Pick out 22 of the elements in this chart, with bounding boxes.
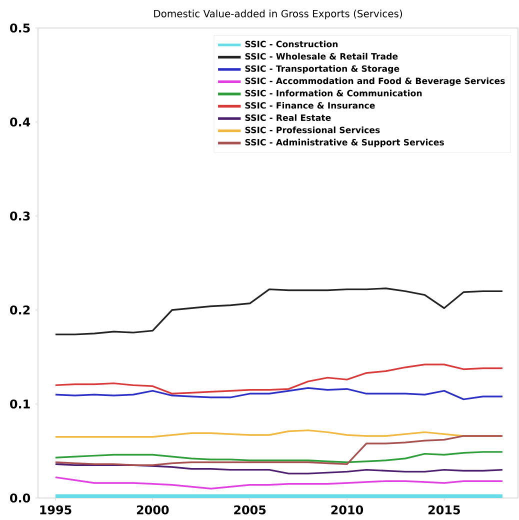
y-tick-label: 0.2 bbox=[10, 305, 30, 315]
legend-label: SSIC - Professional Services bbox=[245, 126, 380, 134]
y-tick-label: 0.0 bbox=[10, 493, 30, 503]
x-tick-label: 1995 bbox=[40, 505, 72, 514]
legend-label: SSIC - Real Estate bbox=[245, 114, 331, 121]
y-tick-label: 0.5 bbox=[10, 23, 30, 33]
x-tick-label: 2010 bbox=[331, 505, 364, 514]
legend-label: SSIC - Construction bbox=[245, 40, 338, 48]
legend-label: SSIC - Transportation & Storage bbox=[245, 65, 400, 74]
legend-label: SSIC - Information & Communication bbox=[245, 90, 422, 96]
line-series bbox=[54, 364, 504, 395]
x-tick-label: 2005 bbox=[234, 505, 266, 514]
y-tick-label: 0.1 bbox=[10, 399, 30, 409]
x-tick-label: 2015 bbox=[428, 505, 460, 514]
x-tick-label: 2000 bbox=[136, 505, 169, 514]
chart-title: Domestic Value-added in Gross Exports (Services) bbox=[154, 10, 402, 20]
legend-label: SSIC - Wholesale & Retail Trade bbox=[245, 52, 398, 60]
y-tick-label: 0.4 bbox=[10, 117, 30, 127]
legend-label: SSIC - Finance & Insurance bbox=[245, 102, 375, 109]
legend-label: SSIC - Accommodation and Food & Beverage Services bbox=[245, 77, 505, 86]
y-tick-label: 0.3 bbox=[10, 211, 30, 221]
legend-label: SSIC - Administrative & Support Services bbox=[245, 138, 444, 148]
